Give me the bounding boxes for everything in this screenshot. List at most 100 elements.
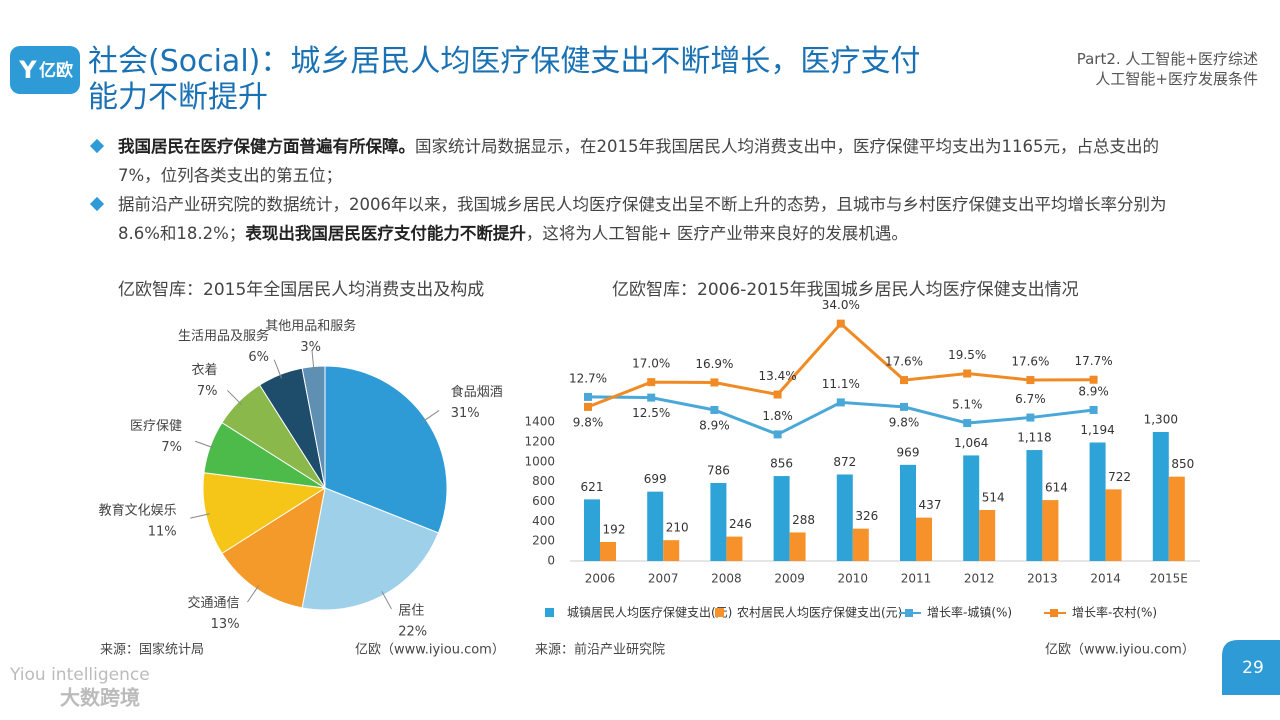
- line-label: 16.9%: [695, 357, 733, 371]
- section: 人工智能+医疗发展条件: [1095, 70, 1258, 88]
- x-tick-label: 2008: [711, 572, 742, 586]
- slice-value: 13%: [211, 617, 240, 632]
- page-number: 29: [1242, 658, 1264, 678]
- bullet-text: 国家统计局数据显示，在2015年我国居民人均消费支出中，医疗保健平均支出为116…: [118, 137, 1159, 185]
- y-tick-label: 800: [532, 474, 555, 488]
- bullet-text: ，这将为人工智能+ 医疗产业带来良好的发展机遇。: [525, 224, 908, 243]
- x-tick-label: 2006: [585, 572, 616, 586]
- bar: [836, 474, 853, 561]
- slice-value: 7%: [161, 440, 182, 455]
- line-point: [647, 378, 656, 387]
- x-tick-label: 2015E: [1150, 572, 1188, 586]
- legend-swatch: [1050, 609, 1058, 617]
- y-tick-label: 1200: [524, 434, 555, 448]
- bar-label: 1,064: [954, 436, 988, 450]
- line-label: 12.7%: [569, 371, 607, 385]
- legend-label: 农村居民人均医疗保健支出(元): [737, 606, 902, 620]
- y-tick-label: 400: [532, 514, 555, 528]
- line-label: 17.6%: [1011, 355, 1049, 369]
- bar-label: 437: [919, 498, 942, 512]
- line-label: 1.8%: [762, 409, 793, 423]
- line-label: 13.4%: [759, 369, 797, 383]
- credit: 亿欧（www.iyiou.com）: [1045, 643, 1195, 658]
- title: 社会(Social)：城乡居民人均医疗保健支出不断增长，医疗支付能力不断提升: [88, 44, 921, 115]
- line-label: 17.0%: [632, 357, 670, 371]
- y-tick-label: 0: [547, 554, 555, 568]
- bar-label: 614: [1045, 481, 1068, 495]
- line-point: [900, 376, 908, 385]
- line-point: [963, 369, 972, 378]
- bar-label: 1,118: [1017, 431, 1051, 445]
- slice-label: 其他用品和服务: [265, 318, 356, 334]
- chart-title: 亿欧智库：2006-2015年我国城乡居民人均医疗保健支出情况: [612, 280, 1079, 300]
- bar: [916, 517, 932, 561]
- bar-label: 872: [833, 455, 856, 469]
- bar: [584, 499, 600, 561]
- line-label: 8.9%: [1078, 384, 1109, 398]
- x-tick-label: 2010: [838, 572, 869, 586]
- y-tick-label: 200: [532, 534, 555, 548]
- bar: [963, 455, 980, 561]
- line-label: 17.6%: [885, 355, 923, 369]
- leader-line: [273, 359, 283, 379]
- bar: [1089, 442, 1106, 561]
- legend-swatch: [905, 609, 913, 617]
- chart-title: 亿欧智库：2015年全国居民人均消费支出及构成: [118, 280, 484, 300]
- bar-label: 621: [581, 480, 604, 494]
- line-point: [1026, 376, 1035, 385]
- bar: [726, 536, 743, 561]
- logo-box: [10, 46, 80, 94]
- x-tick-label: 2012: [964, 572, 995, 586]
- bullet-text: 据前沿产业研究院的数据统计，2006年以来，我国城乡居民人均医疗保健支出呈不断上…: [118, 195, 1167, 243]
- bar: [979, 509, 996, 561]
- slice-label: 居住: [398, 604, 424, 619]
- legend-swatch: [545, 608, 554, 617]
- slice-value: 7%: [197, 384, 218, 399]
- page-tab: [1222, 640, 1280, 695]
- logo: 亿欧: [39, 60, 73, 81]
- source: 来源：前沿产业研究院: [535, 642, 665, 658]
- bar: [852, 528, 869, 561]
- line-point: [584, 392, 592, 401]
- slice-value: 6%: [248, 350, 269, 365]
- bar: [600, 541, 616, 561]
- line-point: [710, 378, 719, 387]
- x-tick-label: 2014: [1090, 572, 1121, 586]
- x-tick-label: 2007: [648, 572, 679, 586]
- line-point: [584, 402, 592, 411]
- bar: [1042, 500, 1059, 561]
- bar: [1026, 450, 1043, 561]
- line-point: [710, 405, 719, 414]
- bar: [900, 464, 916, 561]
- bar: [710, 483, 727, 561]
- bar: [773, 476, 790, 561]
- watermark: Yiou intelligence: [9, 665, 150, 685]
- x-tick-label: 2009: [774, 572, 805, 586]
- slice-value: 22%: [398, 625, 427, 640]
- line-point: [1089, 375, 1098, 384]
- x-tick-label: 2011: [901, 572, 932, 586]
- line-point: [1089, 405, 1098, 414]
- slice-value: 31%: [451, 406, 480, 421]
- bar-label: 856: [770, 457, 793, 471]
- x-tick-label: 2013: [1027, 572, 1058, 586]
- line-point: [1026, 413, 1035, 422]
- slice-label: 教育文化娱乐: [99, 503, 177, 519]
- bullet-text: 表现出我国居民医疗支付能力不断提升: [245, 224, 526, 243]
- leader-line: [422, 410, 440, 423]
- slice-value: 3%: [300, 340, 321, 355]
- bar-label: 246: [729, 517, 752, 531]
- bar-label: 722: [1108, 470, 1131, 484]
- bar: [1105, 489, 1122, 561]
- line-point: [647, 393, 656, 402]
- watermark: 大数跨境: [60, 686, 140, 710]
- bar-label: 969: [897, 445, 920, 459]
- slice-value: 11%: [148, 525, 177, 540]
- legend-label: 城镇居民人均医疗保健支出(元): [567, 606, 732, 620]
- slice-label: 衣着: [192, 362, 218, 378]
- section: Part2. 人工智能+医疗综述: [1076, 50, 1258, 68]
- leader-line: [311, 350, 315, 371]
- slice-label: 生活用品及服务: [178, 328, 269, 344]
